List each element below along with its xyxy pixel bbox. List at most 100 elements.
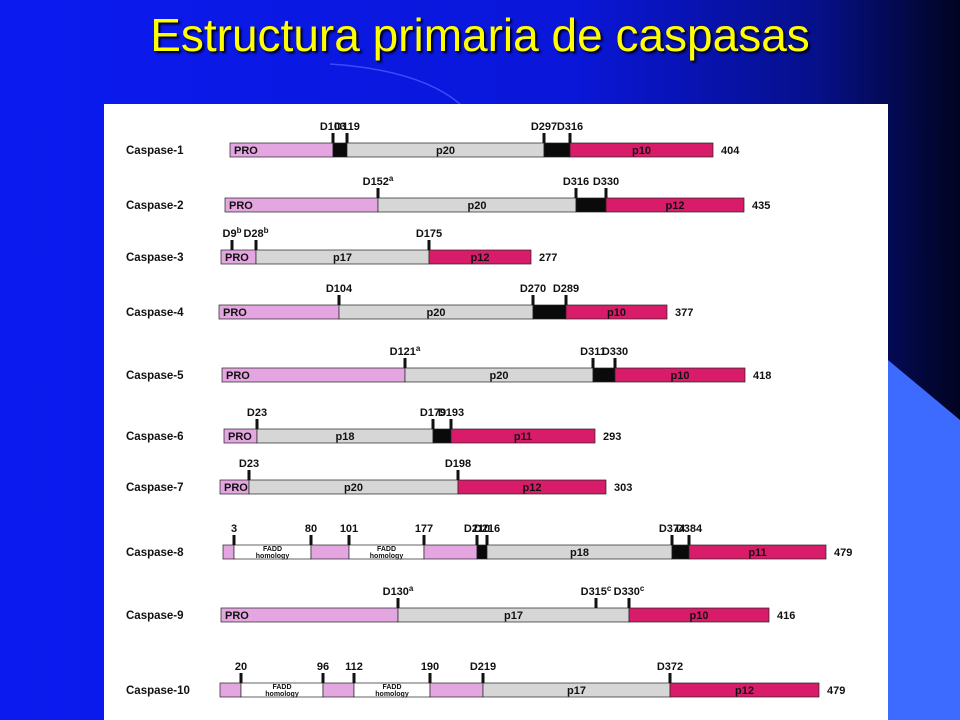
caspase-9-length: 416	[777, 610, 795, 622]
caspase-2-row: Caspase-2 PRO p20 p12 435 D152a D316 D330	[126, 174, 770, 213]
caspase-7-label: Caspase-7	[126, 482, 184, 494]
caspase-4-site-marker	[531, 295, 535, 305]
caspase-2-segment-label: p12	[666, 200, 685, 212]
caspase-3-site-label: D28b	[243, 226, 268, 240]
caspase-10-site-marker	[668, 673, 672, 683]
caspase-9-segment-label: p10	[690, 610, 709, 622]
caspase-5-label: Caspase-5	[126, 370, 184, 382]
caspase-8-site-label: 80	[305, 523, 317, 535]
caspase-10-segment-label: p12	[735, 685, 754, 697]
caspase-5-segment-label: PRO	[226, 370, 250, 382]
caspase-8-site-marker	[475, 535, 479, 545]
caspase-10-site-marker	[481, 673, 485, 683]
caspase-8-site-label: D216	[474, 523, 500, 535]
caspase-4-segment-small	[565, 304, 668, 320]
caspase-2-site-marker	[574, 188, 578, 198]
caspase-4-segment-label: p20	[427, 307, 446, 319]
caspase-9-site-label: D315c	[581, 584, 612, 598]
caspase-8-site-label: 177	[415, 523, 433, 535]
caspase-10-site-marker	[428, 673, 432, 683]
caspase-9-site-label: D130a	[383, 584, 414, 598]
caspase-5-site-label: D121a	[390, 344, 421, 358]
caspase-6-site-label: D23	[247, 407, 267, 419]
caspase-6-segment-label: p18	[336, 431, 355, 443]
caspase-7-segment-label: PRO	[224, 482, 248, 494]
caspase-10-site-marker	[321, 673, 325, 683]
caspase-2-segment-label: p20	[468, 200, 487, 212]
caspase-8-site-marker	[347, 535, 351, 545]
caspase-10-site-label: D372	[657, 661, 683, 673]
caspase-4-site-label: D289	[553, 283, 579, 295]
caspase-10-site-label: D219	[470, 661, 496, 673]
caspase-4-site-marker	[337, 295, 341, 305]
caspase-3-site-marker	[230, 240, 234, 250]
caspase-6-site-marker	[449, 419, 453, 429]
caspase-1-site-label: D119	[334, 121, 360, 133]
caspase-10-site-label: 190	[421, 661, 439, 673]
caspase-5-site-label: D330	[602, 346, 628, 358]
caspase-10-site-label: 112	[345, 661, 363, 673]
caspase-9-row: Caspase-9 PRO p17 p10 416 D130a D315c D330c	[126, 584, 795, 623]
caspase-5-segment-label: p10	[671, 370, 690, 382]
caspase-7-site-label: D23	[239, 458, 259, 470]
caspase-2-segment-link	[575, 197, 607, 213]
caspase-10-label: Caspase-10	[126, 685, 190, 697]
caspase-10-segment-pro	[219, 682, 242, 698]
caspase-3-segment-label: PRO	[225, 252, 249, 264]
caspase-5-length: 418	[753, 370, 771, 382]
caspase-7-segment-small	[457, 479, 607, 495]
caspase-3-segment-small	[428, 249, 532, 265]
caspase-10-site-label: 96	[317, 661, 329, 673]
caspase-8-site-label: D210	[464, 523, 490, 535]
caspase-8-site-marker	[422, 535, 426, 545]
caspase-8-site-marker	[687, 535, 691, 545]
caspase-1-site-marker	[568, 133, 572, 143]
caspase-1-site-label: D103	[320, 121, 346, 133]
caspase-6-segment-label: p11	[514, 431, 532, 443]
caspase-10-segment-label: p17	[567, 685, 586, 697]
caspase-5-segment-label: p20	[490, 370, 509, 382]
caspase-10-site-label: 20	[235, 661, 247, 673]
caspase-7-site-label: D198	[445, 458, 471, 470]
caspase-8-label: Caspase-8	[126, 547, 184, 559]
caspase-9-site-label: D330c	[614, 584, 645, 598]
caspase-5-site-marker	[613, 358, 617, 368]
caspase-1-site-marker	[542, 133, 546, 143]
caspase-1-segment-label: p20	[436, 145, 455, 157]
caspase-8-fadd-label: FADD homology	[370, 546, 404, 560]
caspase-6-label: Caspase-6	[126, 431, 184, 443]
caspase-10-length: 479	[827, 685, 845, 697]
caspase-5-site-marker	[591, 358, 595, 368]
caspase-8-site-marker	[309, 535, 313, 545]
caspase-1-length: 404	[721, 145, 740, 157]
caspase-3-label: Caspase-3	[126, 252, 184, 264]
caspase-9-site-marker	[396, 598, 400, 608]
caspase-10-site-marker	[352, 673, 356, 683]
caspase-3-segment-label: p17	[333, 252, 352, 264]
caspase-6-site-label: D179	[420, 407, 446, 419]
caspase-1-segment-link	[332, 142, 348, 158]
caspase-10-segment-small	[669, 682, 820, 698]
caspase-9-label: Caspase-9	[126, 610, 184, 622]
caspase-9-segment-small	[628, 607, 770, 623]
caspase-2-site-label: D330	[593, 176, 619, 188]
caspase-3-segment-label: p12	[471, 252, 490, 264]
caspase-7-site-marker	[247, 470, 251, 480]
caspase-9-segment-label: PRO	[225, 610, 249, 622]
caspase-5-segment-link	[592, 367, 616, 383]
caspase-3-site-marker	[254, 240, 258, 250]
caspase-1-segment-label: p10	[632, 145, 651, 157]
caspase-10-segment-pro	[322, 682, 355, 698]
caspase-5-site-marker	[403, 358, 407, 368]
caspase-8-segment-label: p11	[748, 547, 766, 559]
caspase-2-site-marker	[604, 188, 608, 198]
caspase-3-row: Caspase-3 PRO p17 p12 277 D9b D28b D175	[126, 226, 557, 265]
caspase-10-segment-pro	[429, 682, 484, 698]
caspase-10-site-marker	[239, 673, 243, 683]
caspase-8-site-marker	[485, 535, 489, 545]
caspase-4-site-marker	[564, 295, 568, 305]
caspase-8-site-marker	[670, 535, 674, 545]
caspase-4-length: 377	[675, 307, 693, 319]
slide-title: Estructura primaria de caspasas	[150, 9, 810, 61]
